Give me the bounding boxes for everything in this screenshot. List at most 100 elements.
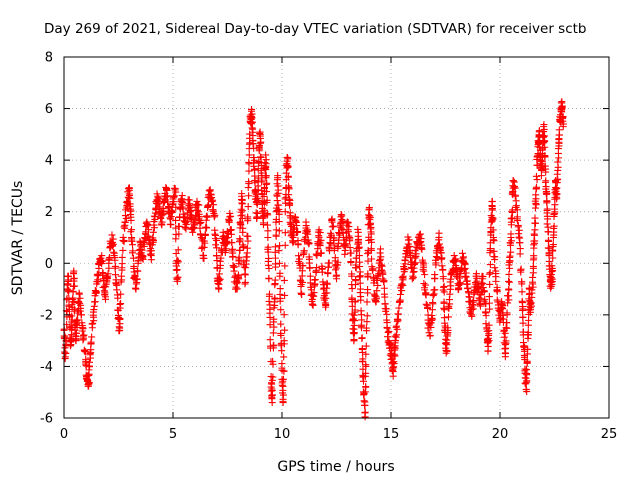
data-point [462, 269, 470, 277]
data-point [390, 343, 398, 351]
data-point [151, 213, 159, 221]
data-point [205, 186, 213, 194]
data-point [528, 293, 536, 301]
data-point [365, 204, 373, 212]
data-point [364, 286, 372, 294]
data-point [129, 254, 137, 262]
data-point [549, 254, 557, 262]
data-point [553, 179, 561, 187]
data-point [405, 236, 413, 244]
data-point [328, 215, 336, 223]
data-point [280, 367, 288, 375]
data-point [484, 342, 492, 350]
data-point [317, 249, 325, 257]
data-point [213, 236, 221, 244]
data-point [139, 253, 147, 261]
data-point [435, 233, 443, 241]
data-point [531, 214, 539, 222]
data-point [244, 213, 252, 221]
data-point [301, 237, 309, 245]
data-point [511, 184, 519, 192]
data-point [332, 264, 340, 272]
data-point [308, 295, 316, 303]
data-point [70, 277, 78, 285]
data-point [355, 252, 363, 260]
data-point [350, 329, 358, 337]
data-point [200, 255, 208, 263]
data-point [351, 297, 359, 305]
data-point [182, 220, 190, 228]
data-point [309, 301, 317, 309]
data-point [558, 105, 566, 113]
data-point [368, 238, 376, 246]
data-point [277, 306, 285, 314]
data-point [345, 223, 353, 231]
data-point [201, 231, 209, 239]
data-point [86, 350, 94, 358]
data-point [215, 285, 223, 293]
data-point [529, 269, 537, 277]
data-point [128, 226, 136, 234]
data-point [149, 228, 157, 236]
data-point [444, 326, 452, 334]
data-point [213, 244, 221, 252]
data-point [156, 203, 164, 211]
data-point [485, 331, 493, 339]
data-point [482, 300, 490, 308]
data-point [99, 269, 107, 277]
data-point [456, 278, 464, 286]
data-point [422, 291, 430, 299]
data-point [193, 197, 201, 205]
data-point [421, 271, 429, 279]
data-point [535, 140, 543, 148]
data-point [313, 264, 321, 272]
data-point [482, 312, 490, 320]
data-point [486, 261, 494, 269]
data-point [114, 294, 122, 302]
data-point [509, 177, 517, 185]
data-point [437, 255, 445, 263]
data-point [250, 162, 258, 170]
data-point [544, 215, 552, 223]
y-axis-label: SDTVAR / TECUs [10, 181, 26, 296]
data-point [117, 272, 125, 280]
data-point [108, 231, 116, 239]
data-point [280, 311, 288, 319]
data-point [277, 331, 285, 339]
data-point [489, 215, 497, 223]
data-point [412, 259, 420, 267]
data-point [284, 163, 292, 171]
data-point [204, 202, 212, 210]
data-point [485, 299, 493, 307]
data-point [348, 272, 356, 280]
data-point [514, 217, 522, 225]
data-point [493, 288, 501, 296]
data-point [172, 224, 180, 232]
data-point [145, 226, 153, 234]
data-point [503, 319, 511, 327]
data-point [362, 350, 370, 358]
data-point [102, 295, 110, 303]
data-point [284, 155, 292, 163]
y-tick-label: -6 [40, 412, 53, 427]
data-point [443, 341, 451, 349]
data-point [91, 298, 99, 306]
data-point [239, 228, 247, 236]
data-point [71, 282, 79, 290]
y-tick-label: 6 [45, 102, 53, 117]
data-point [251, 176, 259, 184]
data-point [519, 319, 527, 327]
data-point [460, 265, 468, 273]
data-point [385, 327, 393, 335]
data-point [352, 276, 360, 284]
data-point [111, 271, 119, 279]
data-point [355, 243, 363, 251]
data-point [80, 331, 88, 339]
data-point [412, 250, 420, 258]
data-point [277, 320, 285, 328]
data-point [348, 302, 356, 310]
data-point [386, 340, 394, 348]
data-point [211, 230, 219, 238]
data-point [363, 312, 371, 320]
